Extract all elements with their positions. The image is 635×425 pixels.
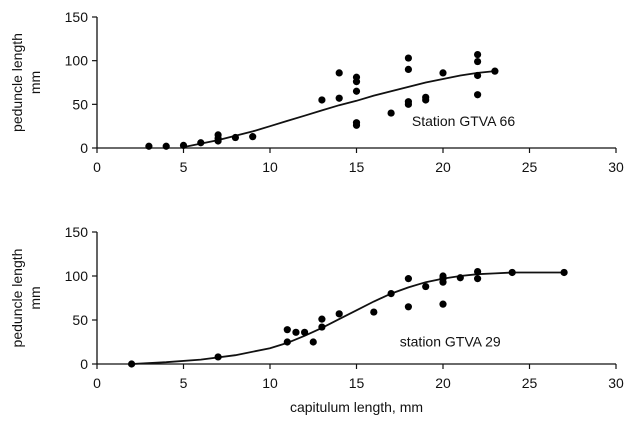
chart-1-data-point <box>335 310 343 318</box>
chart-0-data-point <box>404 65 412 73</box>
chart-1-data-point <box>560 268 568 277</box>
chart-0-x-tick-label: 0 <box>93 159 101 175</box>
chart-1-data-point <box>292 328 300 336</box>
chart-1-x-tick-label: 15 <box>349 375 365 391</box>
chart-1-data-point <box>508 268 516 277</box>
chart-0-data-point <box>474 71 482 80</box>
chart-1-y-tick-label: 0 <box>80 356 88 372</box>
chart-1-data-point <box>309 338 317 346</box>
chart-0-data-point <box>214 131 222 139</box>
chart-1-x-tick-label: 30 <box>608 375 624 391</box>
chart-0-data-point <box>197 139 205 147</box>
chart-0-data-point <box>404 54 412 62</box>
chart-1-data-point <box>214 353 222 361</box>
chart-0-data-point <box>491 67 499 75</box>
chart-0-x-tick-label: 15 <box>349 159 365 175</box>
chart-1-data-point <box>283 326 291 334</box>
chart-0-data-point <box>335 69 343 77</box>
chart-0-station-label: Station GTVA 66 <box>412 113 515 129</box>
chart-1-data-point <box>404 275 412 283</box>
chart-1-data-point <box>370 308 378 316</box>
chart-0-x-tick-label: 30 <box>608 159 624 175</box>
chart-0-fit-curve <box>183 70 495 148</box>
chart-1-y-axis-title-line1: peduncle length <box>9 249 25 348</box>
chart-1-data-point <box>404 303 412 311</box>
chart-0-y-tick-label: 150 <box>65 9 89 25</box>
top-panel: 0 5 10 15 20 25 30 0 50 100 150 peduncle length mm St… <box>9 9 624 175</box>
chart-1-y-axis-title-line2: mm <box>27 286 43 309</box>
chart-0-data-point <box>249 133 257 141</box>
chart-1-x-tick-label: 25 <box>522 375 538 391</box>
chart-1-data-point <box>387 290 395 298</box>
chart-1-data-point <box>456 274 464 282</box>
chart-0-data-point <box>404 98 412 106</box>
chart-0-y-axis-title-line1: peduncle length <box>9 33 25 132</box>
chart-1-y-tick-label: 100 <box>65 268 89 284</box>
chart-1-x-tick-label: 20 <box>435 375 451 391</box>
chart-0-x-tick-label: 20 <box>435 159 451 175</box>
chart-1-y-tick-label: 50 <box>72 312 88 328</box>
chart-1-data-point <box>474 275 482 283</box>
chart-0-data-point <box>387 109 395 117</box>
chart-0-y-tick-label: 50 <box>72 96 88 112</box>
chart-1-data-point <box>474 268 482 276</box>
chart-1-data-point <box>422 282 430 291</box>
chart-0-data-point <box>179 141 188 149</box>
chart-0-data-point <box>335 94 343 102</box>
chart-0-data-point <box>318 96 326 104</box>
chart-0-x-tick-label: 25 <box>522 159 538 175</box>
chart-1-data-point <box>283 338 291 346</box>
chart-1-y-tick-label: 150 <box>65 224 89 240</box>
chart-1-data-point <box>301 328 309 336</box>
chart-0-data-point <box>352 119 361 127</box>
chart-0-data-point <box>474 50 482 59</box>
chart-0-x-tick-label: 10 <box>262 159 278 175</box>
chart-0-y-axis-title-line2: mm <box>27 71 43 94</box>
chart-1-data-point <box>128 360 136 368</box>
chart-0-data-point <box>352 73 361 81</box>
chart-1-data-point <box>318 315 326 323</box>
chart-0-x-tick-label: 5 <box>180 159 188 175</box>
chart-1-x-tick-label: 10 <box>262 375 278 391</box>
chart-0-data-point <box>352 87 361 95</box>
chart-1-data-point <box>439 300 447 308</box>
bottom-panel: 0 5 10 15 20 25 30 0 50 100 150 peduncle length mm ca… <box>9 224 624 415</box>
chart-0-data-point <box>474 57 482 66</box>
chart-1-x-tick-label: 0 <box>93 375 101 391</box>
chart-1-x-axis-title: capitulum length, mm <box>290 399 423 415</box>
chart-1-station-label: station GTVA 29 <box>400 333 501 349</box>
chart-1-data-point <box>439 272 447 280</box>
chart-1-data-point <box>318 323 326 331</box>
chart-0-data-point <box>439 69 447 77</box>
chart-0-data-point <box>162 142 170 150</box>
chart-0-y-tick-label: 0 <box>80 140 88 156</box>
chart-1-fit-curve <box>131 271 565 365</box>
chart-0-data-point <box>474 91 482 99</box>
chart-0-y-tick-label: 100 <box>65 53 89 69</box>
chart-0-data-point <box>231 133 239 142</box>
chart-0-data-point <box>145 142 153 150</box>
chart-0-data-point <box>422 93 430 101</box>
chart-1-x-tick-label: 5 <box>180 375 188 391</box>
